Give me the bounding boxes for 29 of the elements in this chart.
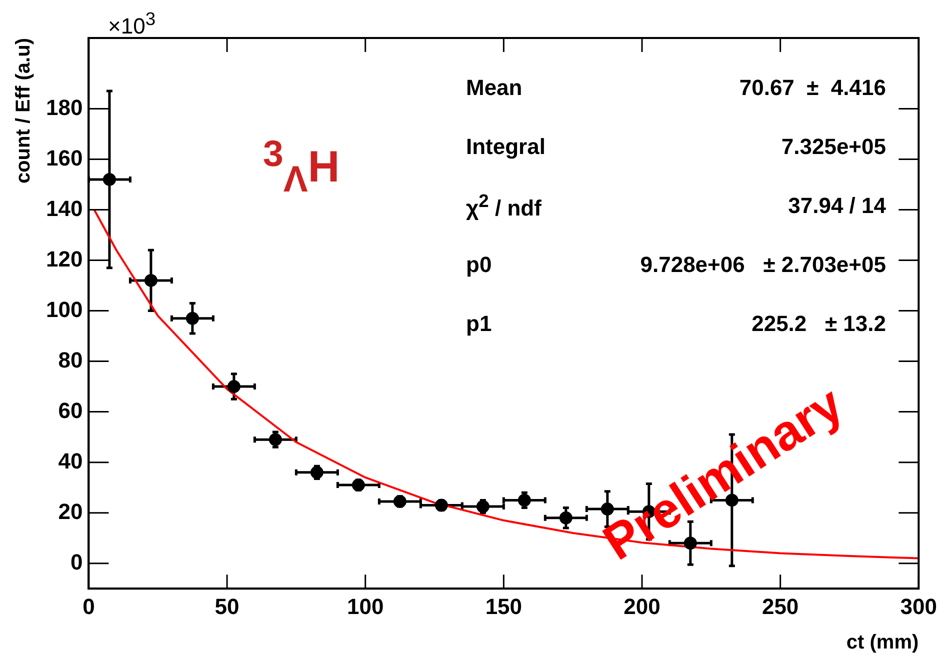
x-axis-title: ct (mm) [846, 632, 919, 654]
annotation: p1 [466, 310, 492, 336]
y-tick-label: 100 [46, 296, 83, 322]
y-tick-label: 140 [46, 196, 83, 221]
y-tick-label: 160 [46, 145, 83, 170]
x-tick-label: 50 [214, 594, 240, 619]
y-tick-label: 80 [58, 347, 83, 372]
annotation: 7.325e+05 [781, 134, 886, 160]
annotation: 9.728e+06 ± 2.703e+05 [640, 252, 886, 278]
y-tick-label: 60 [58, 398, 83, 423]
y-tick-label: 40 [58, 448, 83, 474]
x-tick-label: 150 [485, 594, 522, 619]
y-tick-label: 20 [58, 498, 83, 524]
annotation: 225.2 ± 13.2 [752, 310, 886, 336]
annotation: 37.94 / 14 [788, 192, 886, 218]
annotation: p0 [466, 252, 492, 278]
annotation: ×10$^{3}$ [108, 8, 156, 40]
annotation: Integral [466, 134, 546, 160]
y-tick-label: 180 [46, 94, 83, 120]
annotation: Mean [466, 74, 522, 100]
x-tick-label: 100 [346, 594, 384, 619]
y-axis-title: count / Eff (a.u) [12, 38, 35, 184]
y-tick-label: 0 [70, 549, 83, 574]
x-tick-label: 250 [762, 594, 799, 619]
y-tick-label: 120 [46, 246, 83, 272]
annotation: 70.67 ± 4.416 [739, 74, 886, 100]
x-tick-label: 200 [624, 594, 660, 619]
annotation: χ$^{2}$ / ndf [466, 190, 542, 222]
x-tick-label: 300 [900, 594, 938, 619]
